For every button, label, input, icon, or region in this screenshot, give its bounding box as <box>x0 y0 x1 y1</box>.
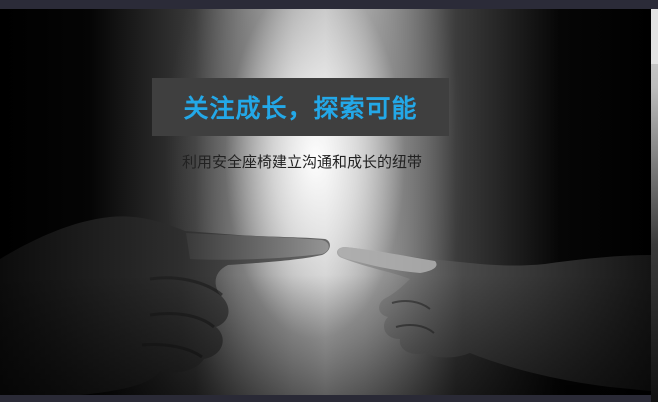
side-panel-thumbnail-edge <box>651 9 658 64</box>
presentation-slide <box>0 9 651 395</box>
slide-shadow <box>0 275 651 395</box>
slide-subtitle: 利用安全座椅建立沟通和成长的纽带 <box>181 153 422 171</box>
bottom-bar <box>0 395 651 402</box>
side-panel-edge <box>651 9 658 402</box>
slide-title: 关注成长，探索可能 <box>183 94 418 123</box>
slide-title-box: 关注成长，探索可能 <box>152 78 449 136</box>
window-top-strip <box>0 0 658 9</box>
